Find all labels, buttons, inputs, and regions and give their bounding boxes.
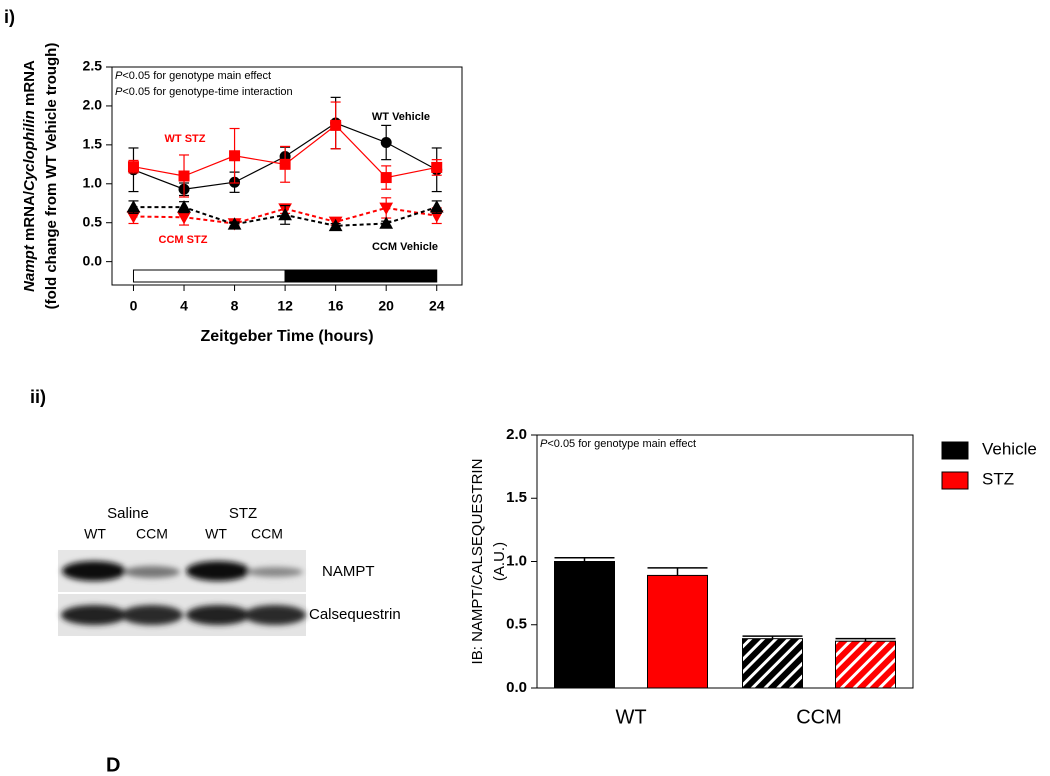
band xyxy=(247,567,303,577)
plot-frame xyxy=(111,66,463,286)
y-tick-label: 2.5 xyxy=(83,58,103,74)
light-dark-bar xyxy=(284,269,438,283)
y-tick-label: 0.0 xyxy=(506,679,527,696)
series-label: CCM STZ xyxy=(159,234,208,246)
band xyxy=(121,605,183,625)
text-part: Nampt xyxy=(21,244,38,292)
panel-label: ii) xyxy=(30,387,46,407)
panel-label: D xyxy=(106,754,120,776)
series-label: WT Vehicle xyxy=(372,111,430,123)
y-tick-label: 1.5 xyxy=(83,136,103,152)
panel-label: i) xyxy=(4,7,15,27)
text-part: Cyclophilin xyxy=(21,110,38,191)
y-axis-title: (A.U.) xyxy=(491,542,508,581)
annotation: P<0.05 for genotype main effect xyxy=(540,438,696,450)
marker xyxy=(380,137,392,149)
band xyxy=(61,605,127,625)
series-label: WT STZ xyxy=(165,133,206,145)
x-tick-label: WT xyxy=(615,706,646,728)
blot-row: Calsequestrin xyxy=(309,606,401,623)
bar xyxy=(554,561,615,689)
marker xyxy=(431,161,443,173)
annotation: P<0.05 for genotype main effect xyxy=(115,70,271,82)
marker xyxy=(229,150,241,162)
error-bar xyxy=(554,556,615,562)
blot-lane: CCM xyxy=(251,526,283,542)
marker xyxy=(379,202,394,215)
legend-swatch xyxy=(941,471,969,490)
blot-group: Saline xyxy=(107,505,149,522)
blot-lane: WT xyxy=(205,526,227,542)
band xyxy=(62,561,126,581)
x-tick-label: 24 xyxy=(429,298,445,314)
blot-lane: CCM xyxy=(136,526,168,542)
light-dark-bar xyxy=(132,269,286,283)
y-tick-label: 0.5 xyxy=(83,213,103,229)
bar xyxy=(835,640,896,689)
marker xyxy=(379,216,394,229)
blot-row: NAMPT xyxy=(322,563,375,580)
blot-lane: WT xyxy=(84,526,106,542)
y-tick-label: 1.5 xyxy=(506,489,527,506)
x-tick-label: 20 xyxy=(378,298,394,314)
marker xyxy=(178,170,190,182)
y-axis-title: Nampt mRNA/Cyclophilin mRNA xyxy=(21,60,38,292)
y-tick-label: 1.0 xyxy=(506,552,527,569)
western-blot: Saline STZ WT CCM WT CCM NAMPT Calseques… xyxy=(58,505,401,636)
band xyxy=(186,605,250,625)
marker xyxy=(126,200,141,213)
marker xyxy=(328,218,343,232)
band xyxy=(124,566,180,578)
x-tick-label: 0 xyxy=(130,298,138,314)
marker xyxy=(177,211,191,225)
series-label: CCM Vehicle xyxy=(372,241,438,253)
x-tick-label: 4 xyxy=(180,298,188,314)
y-tick-label: 0.5 xyxy=(506,616,527,633)
text-part: <0.05 for genotype main effect xyxy=(122,70,271,82)
error-bar xyxy=(647,567,708,576)
x-tick-label: CCM xyxy=(796,706,842,728)
text-part: P xyxy=(115,86,123,98)
bar xyxy=(647,574,708,689)
y-axis-title: (fold change from WT Vehicle trough) xyxy=(43,43,60,310)
error-bar xyxy=(835,637,896,642)
error-bar xyxy=(742,635,803,639)
bands xyxy=(61,561,306,625)
marker xyxy=(279,158,291,170)
bar xyxy=(742,638,803,689)
x-tick-label: 16 xyxy=(328,298,344,314)
legend-label: Vehicle xyxy=(982,439,1037,458)
text-part: mRNA xyxy=(21,60,38,110)
annotation: P<0.05 for genotype-time interaction xyxy=(115,86,293,98)
y-axis-title: IB: NAMPT/CALSEQUESTRIN xyxy=(469,459,486,665)
band xyxy=(244,605,306,625)
marker xyxy=(278,207,292,221)
text-part: <0.05 for genotype main effect xyxy=(547,438,696,450)
legend-label: STZ xyxy=(982,469,1014,488)
text-part: <0.05 for genotype-time interaction xyxy=(122,86,292,98)
text-part: P xyxy=(540,438,548,450)
blot-group: STZ xyxy=(229,505,257,522)
x-tick-label: 12 xyxy=(277,298,293,314)
marker xyxy=(177,200,191,213)
y-tick-label: 1.0 xyxy=(83,174,103,190)
marker xyxy=(127,161,139,173)
legend-swatch xyxy=(941,441,969,460)
text-part: (A.U.) xyxy=(491,542,508,581)
marker xyxy=(227,217,242,230)
marker xyxy=(330,119,342,131)
marker xyxy=(429,200,444,213)
x-axis-title: Zeitgeber Time (hours) xyxy=(200,328,373,345)
marker xyxy=(380,172,392,184)
text-part: mRNA/ xyxy=(21,190,38,245)
y-tick-label: 0.0 xyxy=(83,252,103,268)
x-tick-label: 8 xyxy=(231,298,239,314)
y-tick-label: 2.0 xyxy=(83,97,103,113)
text-part: (fold change from WT Vehicle trough) xyxy=(43,43,60,310)
text-part: P xyxy=(115,70,123,82)
y-tick-label: 2.0 xyxy=(506,426,527,443)
band xyxy=(186,561,250,581)
text-part: IB: NAMPT/CALSEQUESTRIN xyxy=(469,459,486,665)
